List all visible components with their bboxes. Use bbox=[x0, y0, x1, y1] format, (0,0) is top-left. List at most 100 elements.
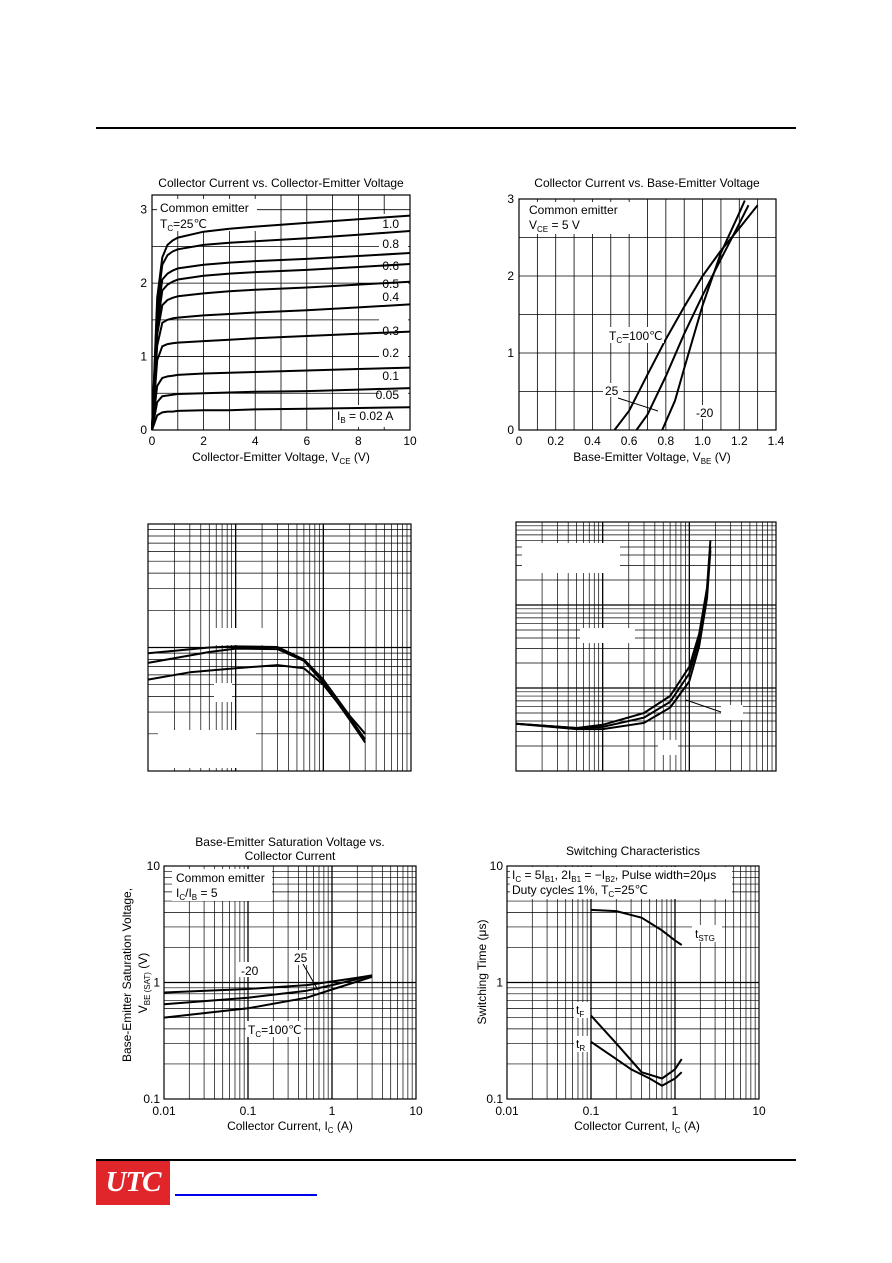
c2-ytick-label: 3 bbox=[507, 192, 514, 206]
c6-series-label-tr: tR bbox=[576, 1037, 585, 1053]
chart5-title-line2: Collector Current bbox=[244, 849, 336, 863]
c5-25-label-box bbox=[292, 950, 312, 965]
c1-series-label-0.3: 0.3 bbox=[382, 324, 399, 338]
c1-series-label-ib-002: IB = 0.02 A bbox=[337, 409, 393, 425]
c5-temp-label-box bbox=[246, 1021, 304, 1037]
c2-temp-label-box bbox=[606, 327, 664, 343]
c6-ylabel: Switching Time (μs) bbox=[475, 920, 489, 1025]
c1-series-label-0.8: 0.8 bbox=[382, 237, 399, 251]
c5-series-label-25: 25 bbox=[294, 951, 308, 965]
c2-xtick-label: 0.6 bbox=[621, 434, 638, 448]
c6-curve-tSTG bbox=[590, 908, 683, 946]
c1-xlabel: Collector-Emitter Voltage, VCE (V) bbox=[192, 450, 370, 466]
c3-label-box-a bbox=[212, 628, 268, 645]
c6-series-label-tstg: tSTG bbox=[695, 927, 715, 943]
c1-ytick-label: 1 bbox=[140, 350, 147, 364]
c3-label-box-c bbox=[158, 730, 256, 768]
c5-m20-label-box bbox=[239, 962, 263, 977]
c1-curve-ib-0.2 bbox=[151, 330, 411, 431]
c2-ytick-label: 1 bbox=[507, 346, 514, 360]
c1-xtick-label: 0 bbox=[149, 434, 156, 448]
c1-xtick-label: 4 bbox=[252, 434, 259, 448]
c4-label-box-a bbox=[522, 543, 620, 573]
c3-label-box-b bbox=[214, 683, 232, 702]
c1-ib-label-box bbox=[335, 405, 408, 427]
c5-ytick-label: 10 bbox=[147, 859, 161, 873]
c4-label-box-b bbox=[580, 628, 635, 643]
c5-25-leader bbox=[302, 963, 319, 991]
c6-series-label-tf: tF bbox=[576, 1003, 584, 1019]
c1-annotation-common-emitter: Common emitter bbox=[160, 201, 249, 215]
c5-ylabel-line1: Base-Emitter Saturation Voltage, bbox=[120, 888, 134, 1062]
c6-tf-label-box bbox=[574, 1002, 590, 1018]
c2-series-label-m20: -20 bbox=[696, 406, 714, 420]
c4-curve-2 bbox=[515, 550, 712, 731]
c2-annotation-vce: VCE = 5 V bbox=[529, 218, 580, 234]
c6-annotation-conditions: IC = 5IB1, 2IB1 = −IB2, Pulse width=20μs bbox=[512, 868, 716, 884]
footer-link-underline[interactable] bbox=[175, 1194, 317, 1196]
c1-xtick-label: 8 bbox=[355, 434, 362, 448]
c2-series-label-100: TC=100℃ bbox=[609, 329, 663, 345]
c2-xtick-label: 1.4 bbox=[768, 434, 785, 448]
c6-xlabel: Collector Current, IC (A) bbox=[574, 1119, 700, 1135]
c1-curve-ib-0.3 bbox=[151, 303, 411, 431]
chart5-title-line1: Base-Emitter Saturation Voltage vs. bbox=[195, 835, 385, 849]
c2-xlabel: Base-Emitter Voltage, VBE (V) bbox=[573, 450, 730, 466]
c5-xtick-label: 1 bbox=[329, 1104, 336, 1118]
c1-series-label-0.05: 0.05 bbox=[376, 388, 400, 402]
c1-curve-ib-0.05 bbox=[151, 387, 411, 431]
c1-frame bbox=[151, 194, 411, 431]
c5-series-label-100: TC=100℃ bbox=[248, 1023, 302, 1039]
chart6-title: Switching Characteristics bbox=[565, 844, 701, 858]
header-rule bbox=[96, 127, 796, 129]
c2-curve-TC=100℃ bbox=[613, 204, 759, 431]
utc-logo-text: UTC bbox=[105, 1166, 162, 1198]
c3-curve-0 bbox=[147, 645, 366, 735]
c5-ylabel-line2: VBE (SAT) (V) bbox=[136, 953, 152, 1014]
c4-label-box-c bbox=[721, 705, 743, 720]
c2-xtick-label: 0 bbox=[516, 434, 523, 448]
c1-xtick-label: 6 bbox=[303, 434, 310, 448]
c1-curve-ib-0.1 bbox=[151, 366, 411, 431]
c5-ytick-label: 1 bbox=[153, 976, 160, 990]
c6-ytick-label: 1 bbox=[496, 976, 503, 990]
c2-xtick-label: 0.2 bbox=[547, 434, 564, 448]
c1-series-label-0.2: 0.2 bbox=[382, 346, 399, 360]
c2-annotation-common-emitter: Common emitter bbox=[529, 203, 618, 217]
c2-xtick-label: 0.8 bbox=[658, 434, 675, 448]
c1-ytick-label: 0 bbox=[140, 423, 147, 437]
c6-xtick-label: 0.1 bbox=[583, 1104, 600, 1118]
c5-annotation-common-emitter: Common emitter bbox=[176, 871, 265, 885]
c1-series-label-0.1: 0.1 bbox=[382, 369, 399, 383]
c3-curve-2 bbox=[147, 664, 367, 741]
c5-xtick-label: 0.01 bbox=[152, 1104, 176, 1118]
c1-series-label-0.6: 0.6 bbox=[382, 259, 399, 273]
c6-conditions-box bbox=[510, 867, 732, 899]
c2-ytick-label: 2 bbox=[507, 269, 514, 283]
c6-tr-label-box bbox=[574, 1036, 590, 1052]
c6-ytick-label: 10 bbox=[490, 859, 504, 873]
c1-legend-box bbox=[157, 199, 257, 231]
c2-xtick-label: 0.4 bbox=[584, 434, 601, 448]
c6-xtick-label: 0.01 bbox=[495, 1104, 519, 1118]
c1-ytick-label: 2 bbox=[140, 276, 147, 290]
c4-leader-a bbox=[685, 699, 722, 713]
c1-curve-ib-0.4 bbox=[151, 280, 411, 431]
c3-frame bbox=[147, 523, 412, 772]
c5-curve--20 bbox=[163, 974, 373, 994]
c2-xtick-label: 1.2 bbox=[731, 434, 748, 448]
c5-curve-25 bbox=[163, 974, 373, 1006]
c1-series-label-1.0: 1.0 bbox=[382, 217, 399, 231]
c6-tstg-label-box bbox=[692, 925, 722, 942]
c5-curve-TC=100℃ bbox=[163, 975, 373, 1019]
c2-frame bbox=[518, 198, 777, 431]
c1-curve-ib-1.0 bbox=[151, 214, 411, 431]
c2-xtick-label: 1.0 bbox=[694, 434, 711, 448]
c5-xtick-label: 10 bbox=[409, 1104, 423, 1118]
chart2-title: Collector Current vs. Base-Emitter Volta… bbox=[534, 176, 760, 190]
c2-25-label-box bbox=[603, 383, 623, 397]
chart1-title: Collector Current vs. Collector-Emitter … bbox=[158, 176, 404, 190]
c2-series-label-25: 25 bbox=[605, 384, 619, 398]
c2-25-leader bbox=[617, 397, 659, 412]
